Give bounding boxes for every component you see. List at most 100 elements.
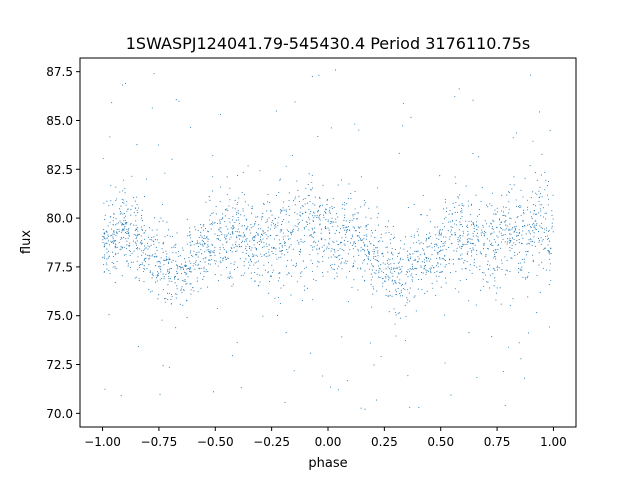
data-point	[348, 221, 351, 223]
data-point	[296, 281, 299, 283]
data-point	[250, 277, 252, 279]
data-point	[205, 271, 207, 273]
data-point	[493, 231, 495, 233]
data-point	[157, 272, 160, 274]
data-point	[141, 250, 143, 252]
data-point	[175, 297, 177, 299]
data-point	[499, 223, 501, 226]
data-point	[247, 254, 250, 256]
data-point	[407, 269, 409, 271]
data-point	[541, 261, 543, 263]
data-point	[183, 289, 185, 291]
data-point	[229, 187, 231, 189]
data-point	[106, 258, 108, 260]
data-point	[164, 236, 166, 238]
data-point	[174, 276, 176, 278]
data-point	[186, 243, 188, 245]
data-point	[377, 224, 380, 226]
data-point	[240, 246, 242, 248]
data-point	[115, 199, 117, 201]
data-point	[201, 243, 203, 245]
data-point	[285, 242, 287, 244]
data-point	[539, 291, 541, 293]
data-point	[402, 287, 404, 290]
data-point	[334, 256, 336, 258]
data-point	[426, 215, 428, 217]
data-point	[374, 229, 376, 231]
data-point	[245, 229, 247, 231]
data-point	[387, 296, 389, 298]
data-point	[422, 261, 424, 263]
data-point	[253, 244, 255, 246]
data-point	[202, 229, 204, 231]
data-point	[202, 245, 204, 247]
data-point	[207, 259, 210, 261]
data-point	[314, 215, 316, 217]
data-point	[200, 272, 202, 274]
data-point	[505, 269, 507, 271]
data-point	[373, 255, 375, 258]
data-point	[508, 229, 510, 231]
data-point	[257, 267, 259, 269]
data-point	[519, 232, 521, 234]
data-point	[501, 221, 503, 223]
data-point	[305, 221, 307, 223]
data-point	[348, 183, 350, 185]
data-point	[382, 255, 384, 257]
data-point	[339, 228, 342, 230]
data-point	[461, 268, 463, 270]
data-point	[200, 287, 202, 289]
data-point	[519, 204, 521, 206]
data-point	[209, 252, 211, 254]
data-point	[540, 237, 542, 239]
data-point	[461, 216, 463, 218]
data-point	[188, 235, 190, 237]
data-point	[460, 217, 462, 220]
data-point	[366, 245, 369, 247]
data-point	[533, 222, 535, 225]
data-point	[455, 219, 457, 222]
data-point	[196, 252, 198, 254]
data-point	[358, 129, 360, 131]
data-point	[538, 264, 540, 266]
data-point	[145, 230, 147, 232]
data-point	[156, 255, 158, 257]
data-point	[236, 211, 238, 214]
data-point	[413, 296, 415, 298]
data-point	[397, 253, 399, 255]
data-point	[181, 266, 183, 268]
data-point	[351, 236, 353, 238]
data-point	[522, 276, 524, 279]
data-point	[394, 323, 396, 325]
data-point	[286, 274, 288, 276]
data-point	[236, 235, 238, 237]
data-point	[426, 257, 428, 259]
data-point	[426, 290, 428, 292]
data-point	[240, 275, 242, 277]
data-point	[548, 229, 550, 231]
data-point	[153, 73, 155, 75]
data-point	[316, 248, 318, 250]
data-point	[198, 237, 200, 239]
data-point	[341, 257, 343, 260]
data-point	[337, 250, 339, 252]
data-point	[407, 299, 409, 301]
data-point	[354, 230, 356, 232]
data-point	[389, 242, 392, 244]
data-point	[133, 196, 135, 199]
data-point	[275, 110, 277, 112]
data-point	[465, 268, 467, 270]
data-point	[514, 227, 516, 229]
data-point	[246, 227, 248, 229]
data-point	[197, 229, 199, 232]
data-point	[272, 247, 274, 249]
data-point	[461, 225, 464, 227]
data-point	[110, 235, 112, 237]
data-point	[500, 232, 502, 234]
x-axis-label: phase	[308, 456, 347, 471]
data-point	[312, 249, 314, 251]
data-point	[541, 196, 543, 198]
data-point	[254, 271, 256, 273]
data-point	[203, 268, 205, 270]
y-axis-ticks: 70.072.575.077.580.082.585.087.5	[46, 65, 80, 421]
